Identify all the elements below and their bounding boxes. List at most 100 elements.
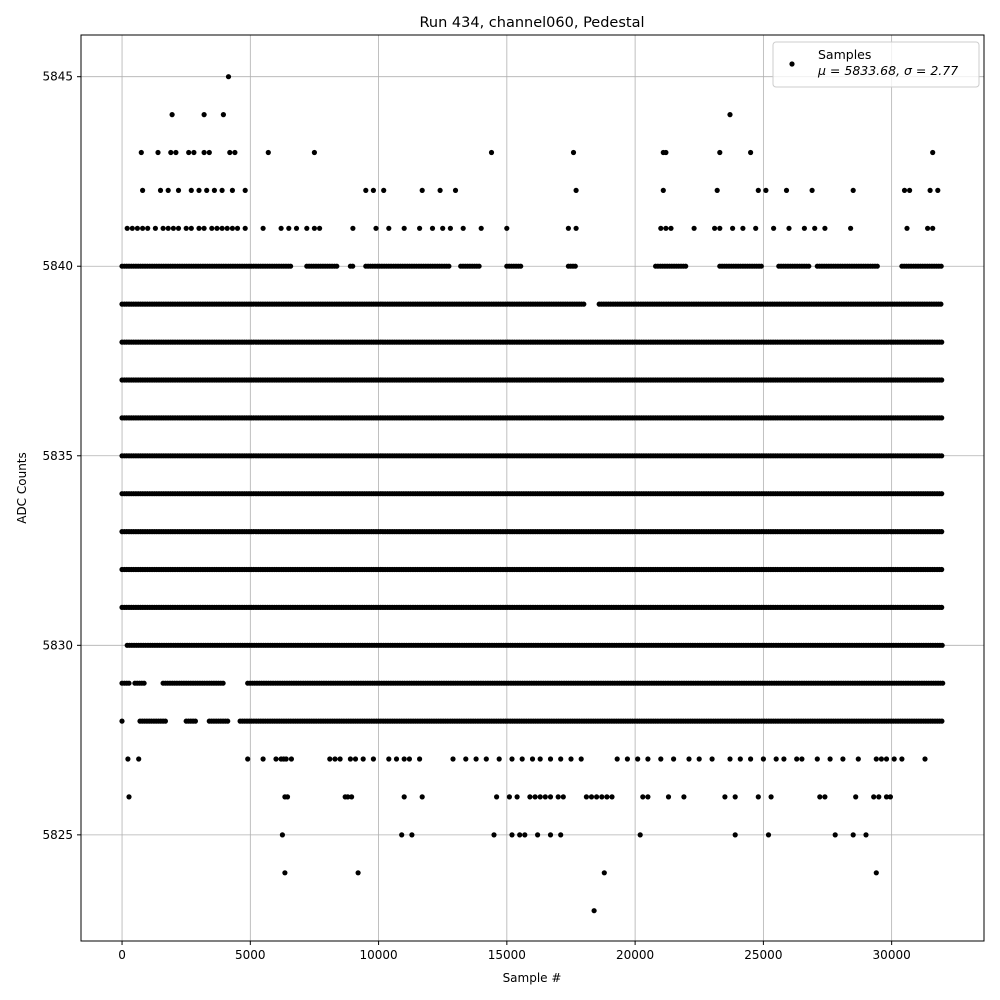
data-point [381, 187, 387, 193]
x-axis-ticks: 0 5000 10000 15000 20000 25000 30000 [118, 941, 911, 962]
data-point [925, 225, 931, 231]
data-point [799, 756, 805, 762]
legend-stats: μ = 5833.68, σ = 2.77 [817, 63, 958, 78]
data-point [709, 756, 715, 762]
data-point [234, 225, 241, 231]
data-point [488, 149, 495, 156]
data-point [899, 756, 905, 762]
data-point [671, 756, 677, 762]
data-point [939, 604, 945, 611]
data-point [938, 263, 944, 269]
data-point [588, 794, 595, 800]
data-point [173, 149, 179, 156]
data-point [581, 301, 587, 307]
data-point [827, 756, 833, 762]
plot-frame [80, 34, 985, 942]
data-point [645, 794, 651, 800]
data-point [242, 225, 248, 231]
data-point [227, 149, 233, 156]
data-point [758, 263, 764, 269]
data-point [558, 756, 564, 762]
data-point [547, 832, 554, 838]
data-point [214, 225, 220, 231]
x-tick-label: 10000 [359, 948, 397, 962]
data-point [124, 225, 130, 231]
data-point [169, 112, 175, 118]
data-point [604, 794, 610, 800]
data-point [514, 794, 520, 800]
data-point [140, 225, 146, 231]
data-point [265, 149, 271, 156]
data-point [850, 187, 856, 193]
data-point [165, 225, 171, 231]
data-point [401, 794, 407, 800]
data-point [904, 225, 910, 231]
data-point [748, 756, 754, 762]
data-point [450, 756, 456, 762]
y-tick-label: 5825 [42, 828, 73, 842]
data-point [401, 756, 407, 762]
data-point [560, 794, 566, 800]
data-point [196, 187, 202, 193]
data-point [211, 187, 217, 193]
data-point [773, 756, 779, 762]
data-point [519, 756, 525, 762]
data-point [822, 794, 828, 800]
data-point [229, 225, 235, 231]
data-point [732, 832, 738, 838]
data-point [175, 187, 182, 193]
data-point [558, 832, 564, 838]
data-point [755, 794, 761, 800]
data-point [192, 718, 198, 724]
data-point [162, 718, 168, 724]
x-tick-label: 0 [118, 948, 126, 962]
data-point [832, 832, 838, 838]
data-point [447, 225, 453, 231]
data-point [547, 794, 554, 800]
data-point [417, 756, 423, 762]
data-point [347, 756, 353, 762]
data-point [332, 756, 338, 762]
data-point [883, 794, 890, 800]
y-tick-label: 5845 [42, 70, 73, 84]
data-point [814, 756, 820, 762]
data-point [555, 794, 561, 800]
data-point [186, 149, 192, 156]
x-axis-label: Sample # [503, 971, 562, 985]
data-point [224, 225, 230, 231]
data-point [737, 756, 743, 762]
data-point [939, 453, 945, 459]
data-point [938, 301, 944, 307]
data-point [129, 225, 135, 231]
data-point [939, 566, 945, 573]
data-point [537, 794, 543, 800]
data-point [352, 756, 359, 762]
data-point [876, 794, 882, 800]
data-point [855, 756, 861, 762]
data-point [219, 187, 225, 193]
data-point [601, 870, 607, 876]
data-point [350, 263, 356, 269]
data-point [609, 794, 615, 800]
data-point [822, 225, 828, 231]
data-point [126, 680, 132, 686]
data-point [188, 225, 194, 231]
data-point [225, 74, 232, 80]
data-point [399, 832, 405, 838]
data-point [460, 225, 466, 231]
data-point [730, 225, 736, 231]
data-point [134, 225, 140, 231]
data-point [939, 718, 945, 724]
data-point [191, 149, 197, 156]
data-point [568, 756, 574, 762]
data-point [284, 794, 291, 800]
data-point [360, 756, 366, 762]
legend: Samples μ = 5833.68, σ = 2.77 [772, 41, 980, 88]
data-point [279, 832, 285, 838]
data-point [437, 187, 443, 193]
data-point [188, 187, 194, 193]
data-point [535, 832, 541, 838]
data-point [304, 225, 310, 231]
